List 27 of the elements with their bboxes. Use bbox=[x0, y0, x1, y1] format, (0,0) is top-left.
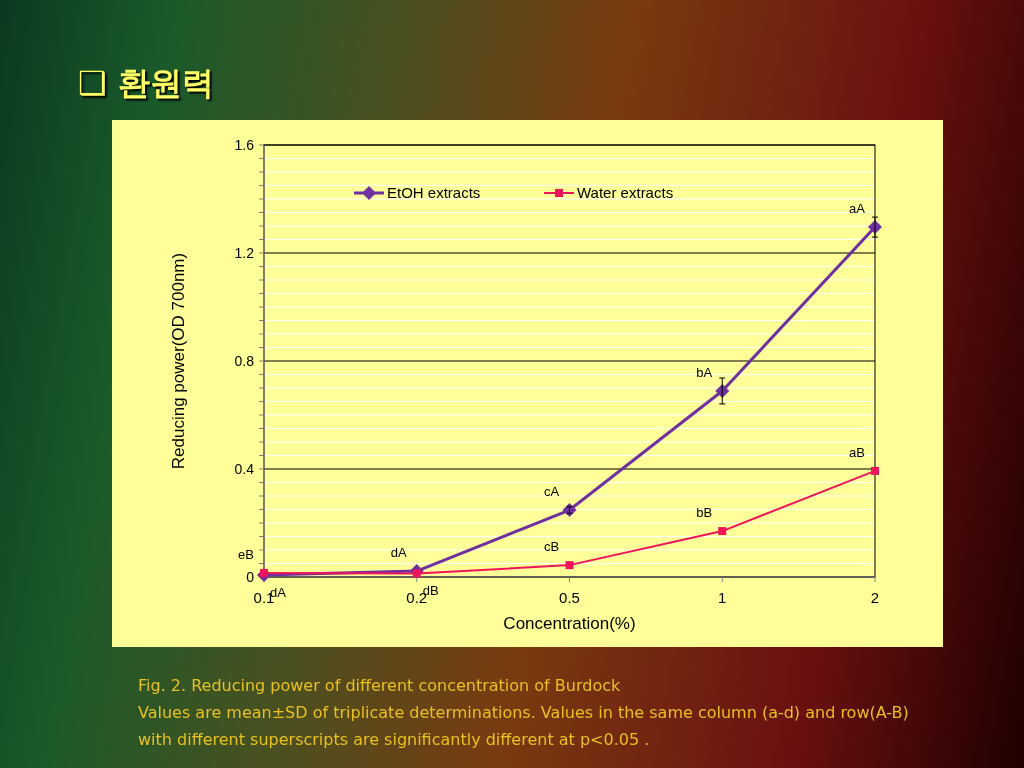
y-tick-label: 0 bbox=[246, 569, 255, 585]
annotation: bB bbox=[696, 505, 713, 521]
annotation: bA bbox=[696, 364, 713, 380]
x-tick-label: 0.5 bbox=[559, 589, 580, 606]
legend-label: Water extracts bbox=[577, 184, 674, 201]
annotation: aB bbox=[849, 444, 865, 460]
annotation: aA bbox=[849, 201, 866, 217]
legend-label: EtOH extracts bbox=[387, 184, 481, 201]
caption: Fig. 2. Reducing power of different concentration of Burdock bbox=[138, 675, 622, 697]
point bbox=[562, 503, 577, 518]
annotation: eB bbox=[238, 546, 254, 562]
y-tick-label: 1.2 bbox=[234, 245, 255, 261]
y-tick-label: 0.8 bbox=[234, 353, 255, 369]
point bbox=[871, 466, 879, 475]
point bbox=[565, 561, 574, 570]
point bbox=[718, 527, 727, 536]
annotation: dA bbox=[390, 545, 408, 561]
annotation: cB bbox=[543, 539, 560, 555]
y-tick-label: 0.4 bbox=[234, 461, 255, 477]
x-axis-title: Concentration(%) bbox=[503, 614, 636, 633]
chart-title: ❑ 환원력 bbox=[78, 63, 214, 104]
annotation: cA bbox=[543, 484, 560, 500]
x-tick-label: 1 bbox=[718, 589, 727, 606]
y-tick-label: 1.6 bbox=[234, 137, 255, 153]
x-tick-label: 2 bbox=[870, 589, 880, 606]
y-axis-title: Reducing power(OD 700nm) bbox=[169, 252, 188, 470]
text: Values are mean±SD of triplicate determinations. Values in the same column (a-d) and row(A-B) with different superscripts are significantly different at p<0.05 . bbox=[138, 702, 910, 751]
